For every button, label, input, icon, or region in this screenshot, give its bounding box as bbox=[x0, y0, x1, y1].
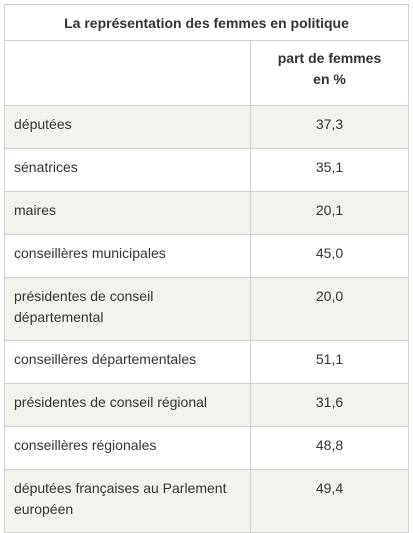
table-row: députées 37,3 bbox=[4, 105, 409, 149]
row-label: députées bbox=[4, 105, 251, 149]
row-label: présidentes de conseil départemental bbox=[4, 277, 251, 341]
table-row: sénatrices 35,1 bbox=[4, 148, 409, 192]
table-header-row: part de femmes en % bbox=[4, 40, 409, 106]
row-value: 20,0 bbox=[250, 277, 409, 341]
table-title-row: La représentation des femmes en politiqu… bbox=[4, 4, 409, 41]
row-value: 31,6 bbox=[250, 383, 409, 427]
row-label: députées françaises au Parlement europée… bbox=[4, 469, 251, 533]
row-label: conseillères régionales bbox=[4, 426, 251, 470]
row-value: 51,1 bbox=[250, 340, 409, 384]
row-label-line2: départemental bbox=[14, 309, 104, 325]
table-row: conseillères régionales 48,8 bbox=[4, 426, 409, 470]
column-header-line1: part de femmes bbox=[277, 50, 382, 66]
table-row: présidentes de conseil régional 31,6 bbox=[4, 383, 409, 427]
table-row: présidentes de conseil départemental 20,… bbox=[4, 277, 409, 341]
column-header-line2: en % bbox=[313, 71, 346, 87]
column-header: part de femmes en % bbox=[250, 40, 409, 106]
row-label: sénatrices bbox=[4, 148, 251, 192]
women-politics-table: La représentation des femmes en politiqu… bbox=[4, 4, 409, 533]
row-value: 45,0 bbox=[250, 234, 409, 278]
table-row: députées françaises au Parlement europée… bbox=[4, 469, 409, 533]
row-label: conseillères départementales bbox=[4, 340, 251, 384]
row-label: présidentes de conseil régional bbox=[4, 383, 251, 427]
row-label: maires bbox=[4, 191, 251, 235]
row-label: conseillères municipales bbox=[4, 234, 251, 278]
table-row: conseillères municipales 45,0 bbox=[4, 234, 409, 278]
row-value: 20,1 bbox=[250, 191, 409, 235]
table-row: conseillères départementales 51,1 bbox=[4, 340, 409, 384]
row-label-line1: députées françaises au Parlement bbox=[14, 480, 227, 496]
row-label-line2: européen bbox=[14, 501, 74, 517]
row-value: 35,1 bbox=[250, 148, 409, 192]
table-row: maires 20,1 bbox=[4, 191, 409, 235]
header-empty-cell bbox=[4, 40, 251, 106]
row-value: 48,8 bbox=[250, 426, 409, 470]
table-title: La représentation des femmes en politiqu… bbox=[4, 4, 409, 41]
row-label-line1: présidentes de conseil bbox=[14, 288, 154, 304]
table-container: La représentation des femmes en politiqu… bbox=[4, 4, 409, 533]
row-value: 37,3 bbox=[250, 105, 409, 149]
row-value: 49,4 bbox=[250, 469, 409, 533]
